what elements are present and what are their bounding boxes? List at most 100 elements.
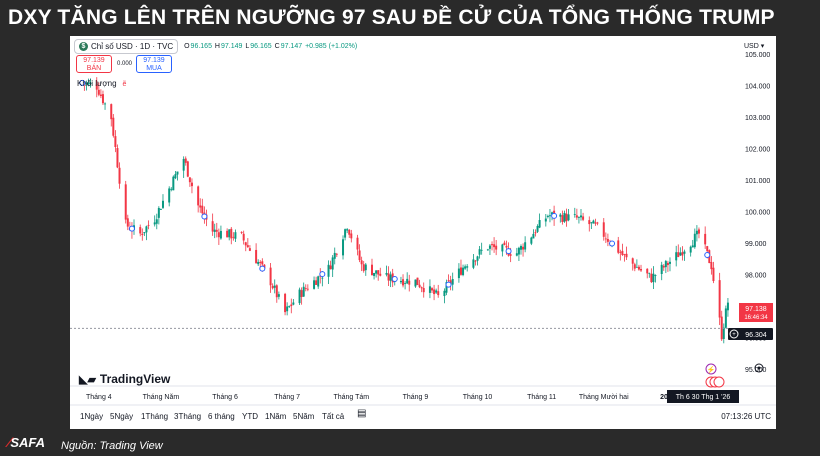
safa-logo: ⁄ SAFA: [8, 433, 45, 451]
candle-body: [726, 302, 729, 311]
candle-body: [230, 228, 233, 239]
tv-brand: TradingView: [99, 372, 171, 386]
range-5y[interactable]: 5Năm: [293, 412, 315, 421]
candle-body: [404, 282, 407, 284]
candle-body: [664, 261, 667, 268]
tradingview-logo[interactable]: ◣▰ TradingView: [79, 372, 170, 386]
candle-body: [370, 264, 373, 276]
candle-body: [493, 244, 496, 248]
candle-body: [509, 254, 512, 256]
candle-body: [298, 289, 301, 304]
chevron-down-icon: ▾: [760, 43, 765, 50]
candle-body: [333, 252, 336, 259]
candle-body: [201, 205, 204, 214]
candle-body: [693, 233, 696, 248]
candle-body: [590, 222, 593, 224]
candle-body: [422, 288, 425, 293]
range-all[interactable]: Tất cả: [322, 412, 345, 421]
candle-body: [524, 242, 527, 250]
price-label-box: [739, 303, 773, 322]
price-chart[interactable]: 105.000 104.000 103.000 102.000 101.000 100.0…: [70, 36, 776, 429]
x-tick-label: Tháng 10: [463, 394, 493, 401]
candle-body: [116, 148, 119, 168]
candle-body: [375, 270, 378, 274]
candle-body: [373, 272, 376, 276]
candle-body: [377, 270, 380, 275]
utc-clock[interactable]: 07:13:26 UTC: [721, 412, 771, 421]
candle-body: [110, 104, 113, 120]
candle-body: [304, 288, 307, 289]
calendar-icon[interactable]: ▤: [357, 408, 367, 419]
candle-body: [437, 291, 440, 296]
candle-body: [275, 285, 278, 298]
candle-body: [561, 215, 564, 222]
crosshair-time-value: Th 6 30 Thg 1 '26: [676, 394, 731, 401]
candle-body: [551, 212, 554, 215]
candle-body: [176, 171, 179, 175]
candle-body: [623, 254, 626, 256]
candle-body: [522, 246, 525, 250]
safa-brand: SAFA: [10, 434, 46, 450]
candle-body: [666, 262, 669, 266]
buy-label: MUA: [146, 65, 162, 72]
buy-button[interactable]: 97.139 MUA: [136, 55, 172, 73]
x-tick-label: Tháng Mười hai: [579, 394, 629, 401]
volume-label: Khối lượng: [77, 79, 117, 88]
range-3m[interactable]: 3Tháng: [174, 412, 202, 421]
candle-body: [255, 249, 258, 264]
range-5d[interactable]: 5Ngày: [110, 412, 134, 421]
x-tick-label: Tháng 11: [527, 394, 556, 401]
candle-body: [199, 205, 202, 208]
candle-body: [530, 237, 533, 244]
low-label: L: [245, 42, 250, 50]
range-6m[interactable]: 6 tháng: [208, 412, 235, 421]
x-tick-label: Tháng 7: [274, 394, 300, 401]
candle-body: [197, 186, 200, 206]
candle-body: [190, 182, 193, 187]
candle-body: [602, 222, 605, 237]
candle-body: [577, 216, 580, 218]
candle-body: [174, 174, 177, 179]
candle-body: [159, 209, 162, 210]
candle-body: [646, 268, 649, 274]
range-1y[interactable]: 1Năm: [265, 412, 287, 421]
candle-body: [331, 257, 334, 270]
candle-body: [567, 214, 570, 221]
candle-body: [89, 82, 92, 84]
range-1m[interactable]: 1Tháng: [141, 412, 169, 421]
range-ytd[interactable]: YTD: [242, 412, 258, 421]
candle-body: [466, 266, 469, 268]
candle-body: [445, 282, 448, 293]
dividend-marker: [391, 276, 398, 283]
sell-price: 97.139: [83, 57, 105, 64]
symbol-title: Chỉ số USD · 1D · TVC: [91, 41, 174, 51]
candle-body: [261, 261, 264, 265]
candle-body: [633, 264, 636, 269]
candle-body: [124, 184, 127, 220]
candle-body: [580, 215, 583, 218]
symbol-bar: $ Chỉ số USD · 1D · TVC O96.165 H97.149 …: [74, 38, 358, 54]
candle-body: [546, 215, 549, 217]
ohlc-readout: O96.165 H97.149 L96.165 C97.147 +0.985 (…: [184, 43, 358, 50]
sell-button[interactable]: 97.139 BÁN: [76, 55, 112, 73]
candle-body: [141, 233, 144, 235]
candle-body: [302, 286, 305, 297]
dividend-marker: [445, 281, 452, 288]
candle-body: [519, 246, 522, 250]
candle-body: [724, 308, 727, 328]
candle-body: [706, 246, 709, 252]
volume-indicator[interactable]: Khối lượng ẽ: [77, 79, 126, 88]
y-tick-label: 101.000: [745, 178, 770, 185]
candle-body: [476, 256, 479, 261]
dividend-marker: [319, 271, 326, 278]
hidden-eye-icon[interactable]: ẽ: [122, 81, 127, 88]
candle-body: [300, 290, 303, 298]
y-tick-label: 100.000: [745, 210, 770, 217]
chart-panel[interactable]: 105.000 104.000 103.000 102.000 101.000 100.0…: [70, 36, 776, 429]
candle-body: [244, 242, 247, 246]
range-1d[interactable]: 1Ngày: [80, 412, 104, 421]
candle-body: [428, 286, 431, 293]
candle-body: [544, 218, 547, 222]
symbol-pill[interactable]: $ Chỉ số USD · 1D · TVC: [74, 38, 179, 54]
currency-menu[interactable]: USD ▾: [744, 42, 764, 50]
